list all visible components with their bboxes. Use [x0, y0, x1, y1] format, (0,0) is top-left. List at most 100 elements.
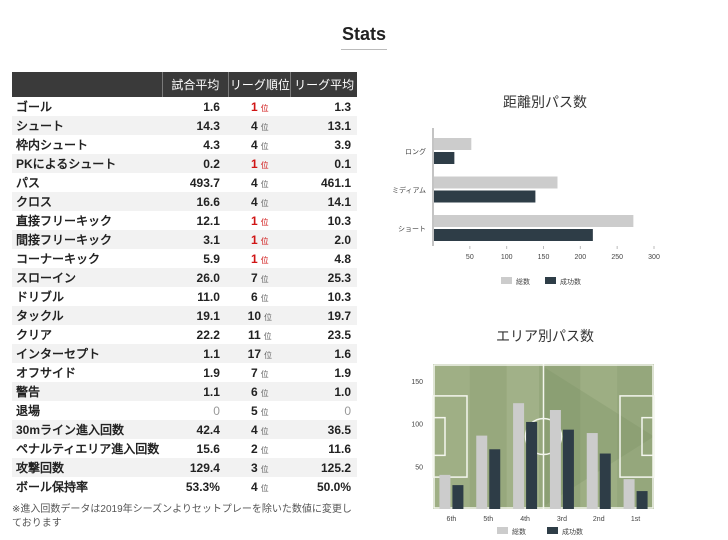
stat-name: 攻撃回数 [12, 458, 163, 477]
rank-value: 4 [250, 137, 258, 152]
bar-total [476, 435, 488, 509]
stat-league-average: 1.3 [334, 99, 351, 114]
stat-league-rank: 17 位 [228, 344, 291, 363]
stat-match-average: 15.6 [196, 441, 220, 456]
rank-unit: 位 [260, 293, 269, 303]
table-row: オフサイド 1.9 7 位 1.9 [12, 363, 357, 382]
stat-league-average: 50.0% [316, 479, 351, 494]
rank-value: 7 [250, 365, 258, 380]
stat-match-average: 14.3 [162, 116, 229, 135]
x-category-label: 5th [483, 516, 493, 523]
table-row: ボール保持率 53.3% 4 位 50.0% [12, 477, 357, 496]
table-row: シュート 14.3 4 位 13.1 [12, 116, 357, 135]
stat-name: ドリブル [16, 290, 65, 304]
rank-unit: 位 [260, 236, 269, 246]
rank-value: 1 [250, 99, 258, 114]
stat-name: ペナルティエリア進入回数 [16, 442, 160, 456]
bar-success [434, 152, 455, 164]
stat-match-average: 4.3 [203, 137, 220, 152]
table-row: 警告 1.1 6 位 1.0 [12, 382, 357, 401]
stat-league-average: 13.1 [290, 116, 357, 135]
stat-match-average: 42.4 [162, 420, 229, 439]
rank-unit: 位 [260, 483, 269, 493]
title-divider [341, 49, 387, 50]
stat-match-average: 16.6 [162, 192, 229, 211]
table-row: ペナルティエリア進入回数 15.6 2 位 11.6 [12, 439, 357, 458]
bar-total [513, 403, 525, 509]
rank-value: 4 [250, 194, 258, 209]
table-row: 退場 0 5 位 0 [12, 401, 357, 420]
rank-value: 5 [250, 403, 258, 418]
legend-label-total: 総数 [516, 277, 530, 286]
rank-value: 4 [250, 479, 258, 494]
bar-success [452, 485, 464, 509]
rank-unit: 位 [260, 407, 269, 417]
stat-name: パス [16, 176, 41, 190]
bar-success [636, 491, 648, 509]
rank-value: 10 [247, 308, 262, 323]
rank-value: 1 [250, 213, 258, 228]
stat-league-average: 10.3 [327, 213, 351, 228]
table-row: 攻撃回数 129.4 3 位 125.2 [12, 458, 357, 477]
rank-unit: 位 [260, 103, 269, 113]
stat-league-rank: 11 位 [229, 325, 291, 344]
stat-match-average: 1.9 [203, 365, 220, 380]
legend-swatch-total [501, 277, 512, 284]
stat-name: ゴール [16, 100, 53, 114]
stat-name: タックル [12, 306, 163, 325]
stat-match-average: 12.1 [196, 213, 220, 228]
legend-swatch-total [497, 527, 508, 534]
stat-league-average: 125.2 [290, 458, 357, 477]
stat-match-average: 5.9 [203, 251, 220, 266]
x-category-label: 2nd [593, 516, 605, 523]
rank-unit: 位 [260, 464, 269, 474]
page-title: Stats [341, 24, 386, 44]
rank-value: 6 [250, 384, 258, 399]
x-tick-label: 50 [466, 254, 474, 261]
bar-success [599, 453, 611, 509]
stat-match-average: 19.1 [162, 306, 229, 325]
y-tick-label: 50 [415, 464, 423, 471]
header-league-rank: リーグ順位 [228, 72, 291, 97]
rank-unit: 位 [263, 331, 272, 341]
table-row: 間接フリーキック 3.1 1 位 2.0 [12, 230, 357, 249]
stat-match-average: 129.4 [162, 458, 229, 477]
legend-swatch-success [545, 277, 556, 284]
rank-value: 4 [250, 422, 258, 437]
rank-value: 3 [250, 460, 258, 475]
stat-name: 30mライン進入回数 [12, 420, 163, 439]
y-category-label: ミディアム [392, 186, 426, 195]
stat-match-average: 53.3% [185, 479, 220, 494]
table-row: クロス 16.6 4 位 14.1 [12, 192, 357, 211]
rank-unit: 位 [260, 217, 269, 227]
stat-name: 警告 [12, 382, 163, 401]
bar-total [549, 410, 561, 509]
stat-league-average: 0.1 [290, 154, 357, 173]
bar-success [562, 429, 574, 509]
stat-league-average: 25.3 [290, 268, 357, 287]
stat-league-average: 23.5 [327, 327, 351, 342]
distance-chart-title: 距離別パス数 [503, 94, 587, 110]
legend-swatch-success [547, 527, 558, 534]
stat-league-average: 36.5 [290, 420, 357, 439]
rank-unit: 位 [260, 426, 269, 436]
stat-name: PKによるシュート [12, 154, 163, 173]
stat-name: クリア [16, 328, 53, 342]
rank-value: 1 [250, 251, 258, 266]
rank-unit: 位 [260, 274, 269, 284]
stat-match-average: 3.1 [162, 230, 229, 249]
stat-match-average: 493.7 [189, 175, 220, 190]
stat-match-average: 0 [213, 403, 220, 418]
rank-value: 4 [250, 175, 258, 190]
